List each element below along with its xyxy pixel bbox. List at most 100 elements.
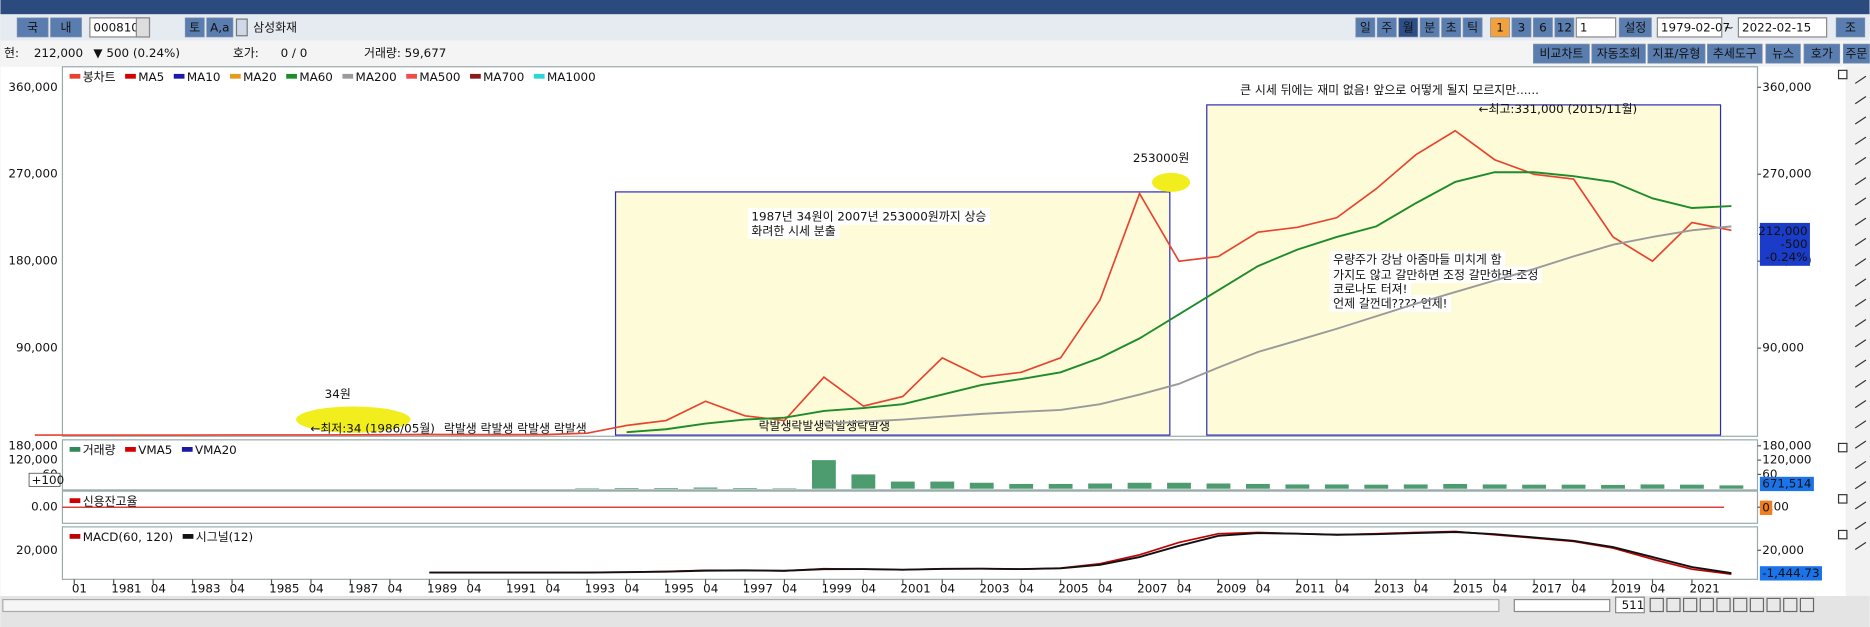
x-tick-label: 2011 xyxy=(1295,581,1325,595)
side-button-bg[interactable] xyxy=(1803,43,1841,64)
side-tool-icon[interactable] xyxy=(1854,379,1867,388)
scroll-slider[interactable] xyxy=(1513,598,1611,613)
count-input[interactable] xyxy=(1575,17,1617,38)
annotation: ←최저:34 (1986/05월) xyxy=(310,422,435,436)
period-button-bg[interactable] xyxy=(1462,17,1483,38)
legend-swatch xyxy=(229,73,241,79)
pane-close[interactable] xyxy=(1837,69,1848,80)
side-tool-icon[interactable] xyxy=(1854,541,1867,551)
x-tick-label: 04 xyxy=(1019,581,1034,595)
y-tick-label-right: 120,000 xyxy=(1762,453,1811,467)
side-tool-icon[interactable] xyxy=(1854,420,1867,429)
side-button-bg[interactable] xyxy=(1647,43,1706,64)
period-button-bg[interactable] xyxy=(1398,17,1419,38)
side-button: 뉴스 xyxy=(1772,47,1794,61)
side-button-bg[interactable] xyxy=(1591,43,1646,64)
y-tick-label: 90,000 xyxy=(16,341,58,355)
scroll-button[interactable] xyxy=(1682,597,1698,613)
side-button-bg[interactable] xyxy=(1707,43,1763,64)
scroll-button[interactable] xyxy=(1716,597,1731,613)
end-input[interactable] xyxy=(1737,17,1828,38)
scroll-button[interactable] xyxy=(1666,597,1681,613)
side-tool-icon[interactable] xyxy=(1854,318,1867,328)
x-tick-label: 1981 xyxy=(111,581,141,595)
volume-bar xyxy=(851,474,876,489)
volume-bar xyxy=(1601,484,1625,489)
scroll-button[interactable] xyxy=(1749,597,1765,613)
interval-button-bg[interactable] xyxy=(1490,17,1510,38)
interval-button-bg[interactable] xyxy=(1511,17,1532,38)
side-tool-icon[interactable] xyxy=(1854,197,1867,206)
scale-note: +100 xyxy=(31,473,64,487)
tool-button-bg[interactable] xyxy=(184,17,205,38)
volume-bar xyxy=(1640,484,1665,489)
market-button-bg[interactable] xyxy=(50,17,82,38)
legend-label: 봉차트 xyxy=(83,70,116,84)
pane-close[interactable] xyxy=(1837,442,1848,453)
side-tool-icon[interactable] xyxy=(1854,359,1867,368)
side-tool-icon[interactable] xyxy=(1854,339,1867,348)
period-button-bg[interactable] xyxy=(1441,17,1462,38)
period-button-bg[interactable] xyxy=(1355,17,1376,38)
side-tool-icon[interactable] xyxy=(1854,481,1867,490)
side-tool-icon[interactable] xyxy=(1854,521,1867,530)
price-change: ▼ 500 (0.24%) xyxy=(93,46,180,60)
side-tool-icon[interactable] xyxy=(1854,501,1867,510)
side-tool-icon[interactable] xyxy=(1854,156,1867,165)
side-tool-icon[interactable] xyxy=(1854,460,1867,469)
side-tool-icon[interactable] xyxy=(1854,258,1867,267)
x-tick-label: 1989 xyxy=(427,581,457,595)
legend-label: MA10 xyxy=(187,70,221,84)
side-tool-icon[interactable] xyxy=(1854,400,1867,409)
settings-button-bg[interactable] xyxy=(1618,17,1652,38)
y-tick-label: 0.00 xyxy=(31,500,58,514)
side-tool-icon[interactable] xyxy=(1854,136,1867,145)
volume-bar xyxy=(890,481,915,489)
legend-swatch xyxy=(125,73,136,79)
side-toolbar xyxy=(1845,66,1870,601)
x-tick-label: 04 xyxy=(782,581,797,595)
side-tool-icon[interactable] xyxy=(1854,177,1867,186)
pane-close[interactable] xyxy=(1837,494,1848,504)
stock-name: 삼성화재 xyxy=(253,21,297,35)
code-dropdown[interactable] xyxy=(135,17,151,38)
interval-button-bg[interactable] xyxy=(1554,17,1575,38)
annotation: 큰 시세 뒤에는 재미 없음! 앞으로 어떻게 될지 모르지만...... xyxy=(1240,83,1539,97)
side-tool-icon[interactable] xyxy=(1854,96,1867,105)
market-button-bg[interactable] xyxy=(16,17,49,38)
side-button-bg[interactable] xyxy=(1533,43,1590,64)
scroll-button[interactable] xyxy=(1783,597,1798,613)
period-button-bg[interactable] xyxy=(1376,17,1397,38)
pane-close[interactable] xyxy=(1837,529,1848,540)
side-tool-icon[interactable] xyxy=(1854,75,1867,84)
scroll-button[interactable] xyxy=(1766,597,1781,613)
x-tick-label: 04 xyxy=(940,581,955,595)
interval-button: 6 xyxy=(1539,21,1547,35)
side-tool-icon[interactable] xyxy=(1854,116,1867,125)
scroll-button[interactable] xyxy=(1699,597,1714,613)
period-button-bg[interactable] xyxy=(1419,17,1440,38)
side-button: 자동조회 xyxy=(1597,47,1641,61)
scroll-button[interactable] xyxy=(1799,597,1815,613)
interval-button-bg[interactable] xyxy=(1533,17,1553,38)
side-button-bg[interactable] xyxy=(1765,43,1801,64)
tool-button-bg[interactable] xyxy=(206,17,234,38)
period-button: 일 xyxy=(1360,21,1371,35)
x-tick-label: 04 xyxy=(151,581,166,595)
x-tick-label: 1991 xyxy=(506,581,536,595)
scroll-track[interactable] xyxy=(2,598,1500,613)
side-tool-icon[interactable] xyxy=(1854,237,1867,247)
scroll-button[interactable] xyxy=(1733,597,1748,613)
y-tick-label-right: 180,000 xyxy=(1762,438,1811,452)
start-input[interactable] xyxy=(1656,17,1723,38)
highlight-box xyxy=(614,191,1171,436)
side-tool-icon[interactable] xyxy=(1854,298,1867,307)
side-tool-icon[interactable] xyxy=(1854,217,1867,226)
query-button: 조 xyxy=(1845,21,1856,35)
scroll-button[interactable] xyxy=(1649,597,1664,613)
y-tick-label: 360,000 xyxy=(8,80,57,94)
query-button-bg[interactable] xyxy=(1835,17,1866,38)
side-tool-icon[interactable] xyxy=(1854,440,1867,449)
side-tool-icon[interactable] xyxy=(1854,278,1867,287)
period-button: 분 xyxy=(1424,21,1435,35)
